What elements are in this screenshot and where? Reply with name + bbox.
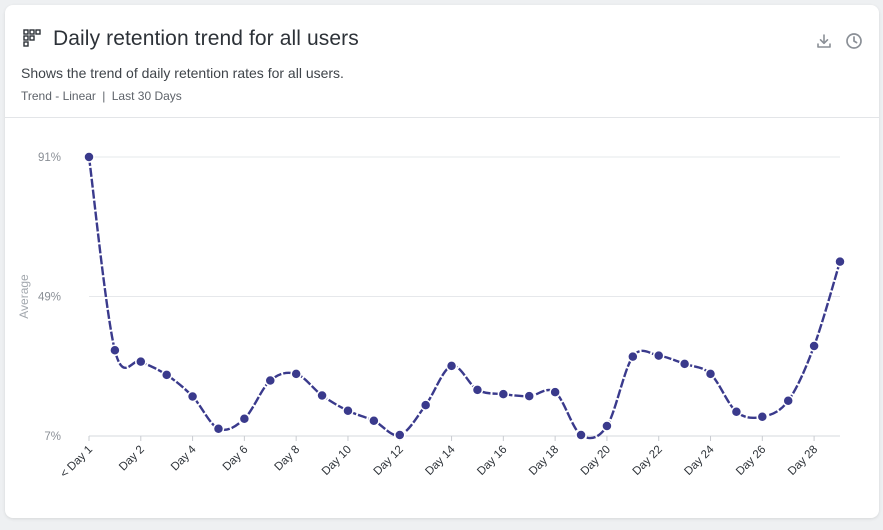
x-tick-label: Day 26 xyxy=(734,444,768,478)
data-point[interactable] xyxy=(471,384,484,396)
data-point[interactable] xyxy=(704,368,717,380)
y-axis-title: Average xyxy=(17,274,31,319)
y-tick-label: 7% xyxy=(44,431,61,443)
x-tick-label: Day 6 xyxy=(221,444,251,474)
x-tick-label: Day 24 xyxy=(682,443,717,478)
download-button[interactable] xyxy=(814,31,834,51)
x-tick-label: Day 4 xyxy=(169,443,199,473)
x-tick-label: Day 10 xyxy=(320,444,354,478)
x-tick-label: Day 16 xyxy=(475,444,509,478)
y-tick-label: 91% xyxy=(38,152,61,164)
data-point[interactable] xyxy=(756,410,769,423)
data-point[interactable] xyxy=(212,422,225,435)
data-point[interactable] xyxy=(316,389,328,402)
x-tick-label: Day 14 xyxy=(423,443,458,478)
history-button[interactable] xyxy=(844,31,864,51)
chart-card: Daily retention trend for all users Show… xyxy=(5,5,879,518)
data-point[interactable] xyxy=(238,412,251,425)
data-point[interactable] xyxy=(549,386,561,398)
chart-meta: Trend - Linear | Last 30 Days xyxy=(21,89,182,103)
x-tick-label: Day 28 xyxy=(786,444,820,478)
x-tick-label: Day 2 xyxy=(117,444,147,474)
data-point[interactable] xyxy=(601,420,613,432)
x-tick-label: Day 12 xyxy=(372,444,406,478)
x-tick-label: Day 8 xyxy=(273,444,303,474)
data-point[interactable] xyxy=(419,399,432,411)
data-point[interactable] xyxy=(445,360,458,372)
data-point[interactable] xyxy=(160,369,173,381)
card-description: Shows the trend of daily retention rates… xyxy=(21,65,344,81)
line-chart: 91% 49% 7% Average < Day 1 Day 2 Day 4 Day 6 D… xyxy=(17,151,846,481)
data-point[interactable] xyxy=(186,390,199,403)
series-line-average xyxy=(87,156,842,440)
time-range: Last 30 Days xyxy=(111,89,182,103)
trend-type: Trend - Linear xyxy=(21,89,96,103)
clock-icon xyxy=(846,33,862,49)
x-tick-label: Day 22 xyxy=(631,444,665,478)
data-point[interactable] xyxy=(394,429,406,441)
data-point[interactable] xyxy=(627,350,639,363)
card-title: Daily retention trend for all users xyxy=(53,27,359,50)
x-tick-label: Day 18 xyxy=(527,444,561,478)
data-point[interactable] xyxy=(678,358,691,370)
data-point[interactable] xyxy=(652,349,665,362)
x-tick-label: < Day 1 xyxy=(58,444,95,481)
data-point[interactable] xyxy=(808,340,820,352)
y-tick-label: 49% xyxy=(38,292,61,304)
data-point[interactable] xyxy=(83,151,95,163)
card-header: Daily retention trend for all users Show… xyxy=(5,5,879,118)
data-point[interactable] xyxy=(730,406,743,418)
data-point[interactable] xyxy=(497,388,510,400)
grid-icon xyxy=(23,29,41,47)
x-tick-label: Day 20 xyxy=(579,444,613,478)
data-point[interactable] xyxy=(109,344,121,357)
data-point[interactable] xyxy=(290,368,302,380)
data-point[interactable] xyxy=(782,395,794,407)
data-point[interactable] xyxy=(135,355,147,368)
download-icon xyxy=(817,34,831,48)
data-point[interactable] xyxy=(575,429,587,441)
meta-separator: | xyxy=(102,89,106,103)
data-point[interactable] xyxy=(342,405,354,417)
data-point[interactable] xyxy=(523,390,535,402)
data-point[interactable] xyxy=(264,374,277,387)
data-point[interactable] xyxy=(368,414,380,427)
data-point[interactable] xyxy=(834,255,846,268)
